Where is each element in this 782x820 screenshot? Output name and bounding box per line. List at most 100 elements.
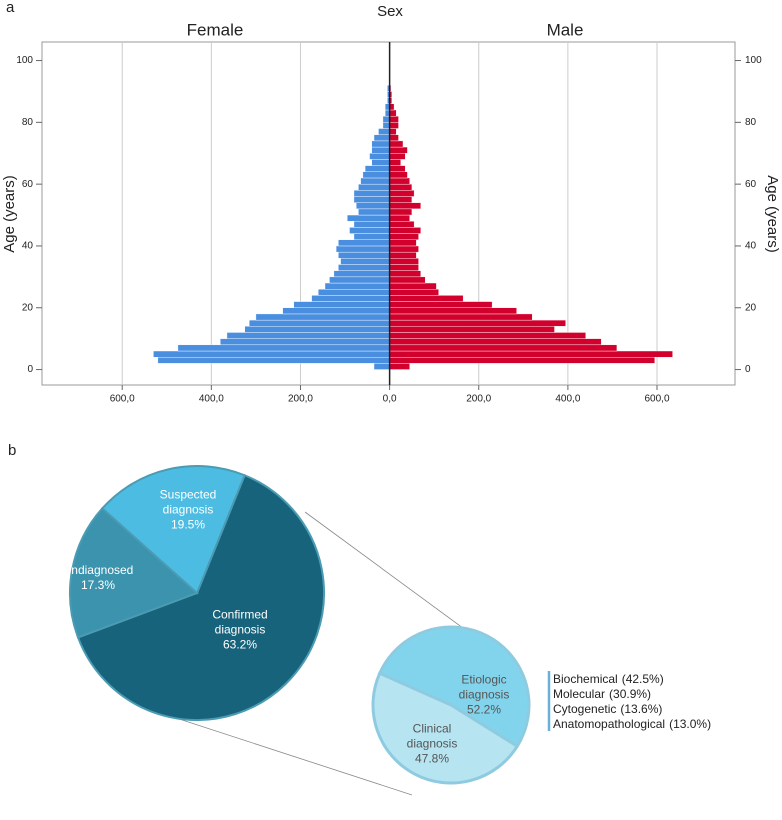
bar [338,239,390,247]
breakdown-value: (13.0%) [669,717,711,731]
sub-pie-slice [377,625,531,749]
bar [389,301,493,308]
slice-value: 17.3% [80,578,116,592]
bar [347,214,390,222]
bar [364,165,390,172]
bar [389,159,401,166]
x-tick-label: 0,0 [383,394,397,405]
bar [389,183,413,191]
bar [324,282,390,290]
bar [293,301,390,308]
bar [358,208,390,216]
bar [389,313,533,321]
slice-name: Etiologic diagnosis [458,672,510,702]
bar [389,245,419,253]
bar [389,344,618,352]
bar [244,326,390,333]
bar [389,251,417,259]
bar [353,190,390,197]
bar [389,153,406,160]
bar [360,177,390,185]
bar [389,165,406,172]
bar [282,307,390,315]
slice-name: Confirmed diagnosis [212,607,268,637]
chart-title: Sex [377,3,403,20]
y2-tick-label: 20 [745,302,757,313]
bar [389,190,415,197]
bar [157,356,390,364]
bar [249,319,390,327]
bar [389,233,419,240]
bar [371,159,390,166]
slice-label: Suspected diagnosis 19.5% [143,488,233,533]
bar [389,109,397,117]
bar [353,233,390,240]
bar [389,307,517,315]
pie-slice [100,465,246,595]
sub-pie-slice [371,671,520,785]
bar [389,264,419,271]
bar [338,251,390,259]
bar [389,115,399,123]
bar [333,270,390,278]
bar [389,146,408,154]
bar [389,319,566,327]
breakdown-value: (30.9%) [609,687,651,701]
bar [335,245,390,253]
y-tick-label: 40 [22,241,34,252]
bar [373,134,390,142]
x-tick-label: 600,0 [110,394,135,405]
y2-tick-label: 60 [745,179,757,190]
bar [329,276,390,284]
bar [389,221,415,228]
pie-slice [69,506,199,639]
bar [382,122,390,129]
bar [389,295,464,302]
bar [353,221,390,228]
bar [373,363,390,370]
bar [389,134,399,142]
bar [389,338,602,346]
bar [389,128,397,135]
breakdown-name: Cytogenetic [553,702,616,716]
bar [338,264,390,271]
slice-value: 19.5% [170,517,206,532]
bar [226,332,390,339]
bar [389,196,413,203]
bar [371,146,390,154]
breakdown-name: Anatomopathological [553,717,665,731]
bar [389,276,426,284]
breakdown-value: (42.5%) [622,672,664,686]
slice-label: Clinical diagnosis 47.8% [392,722,472,767]
breakdown-item: Biochemical (42.5%) [553,672,664,686]
y2-tick-label: 100 [745,55,762,66]
bar [389,208,413,216]
series-label: Male [547,20,584,39]
bar [355,202,390,210]
bar [389,326,555,333]
pie-slice [76,473,325,721]
x-tick-label: 600,0 [644,394,669,405]
y-tick-label: 60 [22,179,34,190]
bar [389,171,408,179]
x-tick-label: 200,0 [288,394,313,405]
bar [389,239,417,247]
bar [353,196,390,203]
bar [389,177,410,185]
breakdown-item: Molecular (30.9%) [553,687,651,701]
bar [389,214,410,222]
y2-tick-label: 40 [745,241,757,252]
slice-value: 63.2% [222,637,258,652]
slice-label: Etiologic diagnosis 52.2% [444,673,524,718]
series-label: Female [187,20,244,39]
bar [311,295,390,302]
breakdown-item: Anatomopathological (13.0%) [553,717,711,731]
slice-name: Clinical diagnosis [406,721,458,751]
bar [389,258,419,265]
bar [153,350,390,358]
bar [177,344,390,352]
slice-value: 52.2% [466,702,502,717]
bar [389,350,673,358]
